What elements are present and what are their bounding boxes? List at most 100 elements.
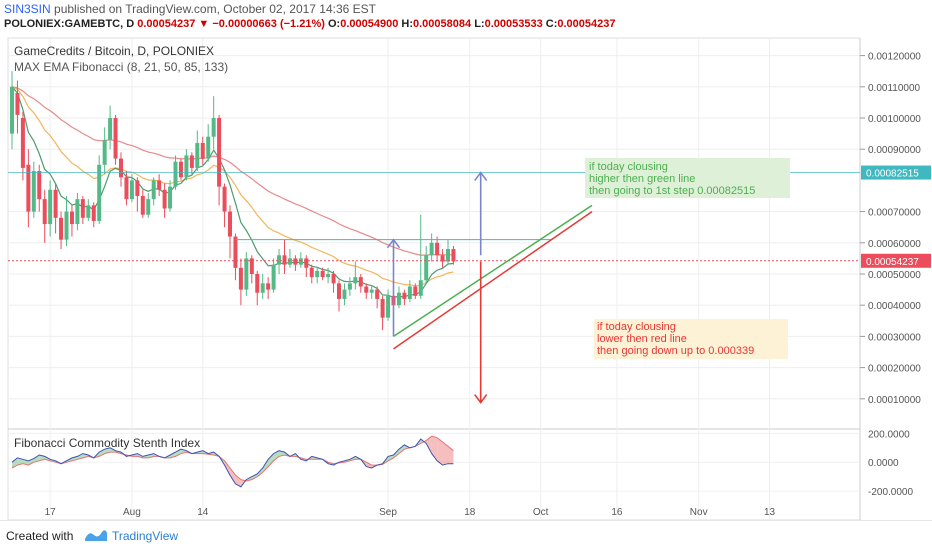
chart-header: SIN3SIN published on TradingView.com, Oc…	[0, 0, 932, 34]
arrow-up-1-head	[386, 238, 401, 249]
note-red-line: then going down up to 0.000339	[597, 345, 754, 357]
candle-up	[342, 289, 347, 299]
osc-fill	[268, 453, 274, 467]
osc-fill	[437, 437, 443, 466]
price-tick-label: 0.00070000	[868, 208, 921, 219]
candle-down	[69, 211, 74, 225]
note-red-line: if today clousing	[597, 321, 676, 333]
candle-down	[266, 283, 271, 290]
candle-down	[337, 283, 341, 299]
time-tick-label: Aug	[123, 507, 141, 518]
price-axis[interactable]: 0.00120000 0.00110000 0.00100000 0.00090000…	[859, 38, 921, 520]
candle-down	[20, 118, 25, 168]
osc-fill	[251, 473, 258, 480]
time-tick-label: Sep	[379, 507, 397, 518]
open-label: O:	[327, 18, 341, 30]
price-tick-label: 0.00020000	[868, 364, 921, 375]
candle-down	[162, 189, 167, 209]
tradingview-brand[interactable]: TradingView	[112, 529, 179, 543]
candle-up	[184, 155, 189, 178]
note-red-line: lower then red line	[597, 333, 687, 345]
time-tick-label: 18	[464, 507, 476, 518]
candle-down	[53, 189, 58, 218]
author-link[interactable]: SIN3SIN	[4, 2, 51, 16]
trend-drawings[interactable]	[8, 171, 860, 404]
candle-down	[282, 255, 287, 265]
time-axis[interactable]: 17 Aug 14 Sep 18 Oct 16 Nov 13	[45, 507, 776, 518]
candle-down	[91, 205, 96, 221]
candle-up	[386, 295, 391, 318]
low-value: 0.00053533	[484, 18, 543, 30]
candle-up	[418, 280, 423, 296]
candle-up	[429, 242, 434, 256]
candle-up	[287, 258, 292, 265]
candle-up	[298, 258, 303, 265]
osc-fill	[393, 449, 399, 458]
osc-title: Fibonacci Commodity Stenth Index	[14, 436, 200, 450]
candle-down	[222, 186, 227, 212]
osc-fill	[426, 436, 432, 454]
candle-up	[369, 289, 374, 293]
price-tick-label: 0.00050000	[868, 270, 921, 281]
candle-up	[86, 205, 91, 218]
candle-up	[102, 139, 107, 165]
candle-down	[293, 258, 298, 265]
candle-down	[26, 164, 31, 212]
candle-up	[64, 211, 69, 240]
candle-down	[217, 118, 222, 187]
candle-down	[228, 211, 232, 237]
high-label: H:	[401, 18, 413, 30]
candle-up	[211, 118, 216, 137]
osc-blue-line	[11, 438, 454, 488]
osc-fill	[442, 442, 448, 466]
open-value: 0.00054900	[340, 18, 399, 30]
candle-up	[244, 258, 249, 290]
candle-down	[320, 270, 325, 278]
osc-fill	[175, 449, 181, 457]
candle-up	[446, 249, 450, 262]
candle-down	[304, 258, 309, 268]
candle-up	[31, 171, 36, 212]
candle-down	[440, 255, 445, 262]
time-tick-label: 17	[45, 507, 57, 518]
candles	[10, 71, 456, 331]
last-price: 0.00054237	[137, 18, 196, 30]
ema8-line	[11, 86, 454, 299]
close-value: 0.00054237	[557, 18, 616, 30]
ema21-line	[11, 86, 454, 287]
candle-up	[347, 283, 352, 290]
publish-line: SIN3SIN published on TradingView.com, Oc…	[4, 2, 376, 16]
candle-down	[331, 274, 336, 284]
note-green-box	[585, 158, 790, 198]
osc-fill	[398, 444, 405, 454]
price-tick-label: 0.00030000	[868, 332, 921, 343]
published-text: published on TradingView.com, October 02…	[50, 2, 377, 16]
ohlc-line: POLONIEX:GAMEBTC, D 0.00054237 ▼ −0.0000…	[4, 18, 616, 30]
legend-title: GameCredits / Bitcoin, D, POLONIEX	[14, 44, 214, 58]
footer: Created with TradingView	[0, 520, 932, 551]
candle-up	[260, 283, 265, 293]
price-chart[interactable]: 0.00120000 0.00110000 0.00100000 0.00090000…	[0, 34, 932, 520]
candle-up	[206, 136, 211, 159]
candle-down	[364, 286, 369, 293]
osc-tick-label: -200.0000	[868, 487, 913, 498]
price-change: ▼ −0.00000663 (−1.21%)	[198, 18, 325, 30]
osc-fill	[180, 449, 187, 454]
osc-fill	[235, 475, 241, 487]
candle-up	[315, 270, 320, 278]
candle-down	[380, 298, 385, 318]
candle-down	[59, 217, 64, 240]
candle-up	[326, 274, 331, 278]
candle-up	[146, 199, 151, 215]
candle-up	[129, 180, 134, 200]
created-with-text: Created with	[6, 529, 74, 543]
osc-tick-label: 0.0000	[868, 458, 899, 469]
price-label-text: 0.00054237	[866, 257, 919, 268]
price-labels: 0.00082515 0.00054237	[861, 165, 931, 268]
red-trend-line	[393, 210, 593, 350]
candle-down	[309, 267, 314, 278]
note-green-line: then going to 1st step 0.00082515	[589, 185, 755, 197]
candle-up	[10, 86, 14, 134]
candle-down	[135, 180, 140, 196]
candle-down	[255, 274, 260, 293]
